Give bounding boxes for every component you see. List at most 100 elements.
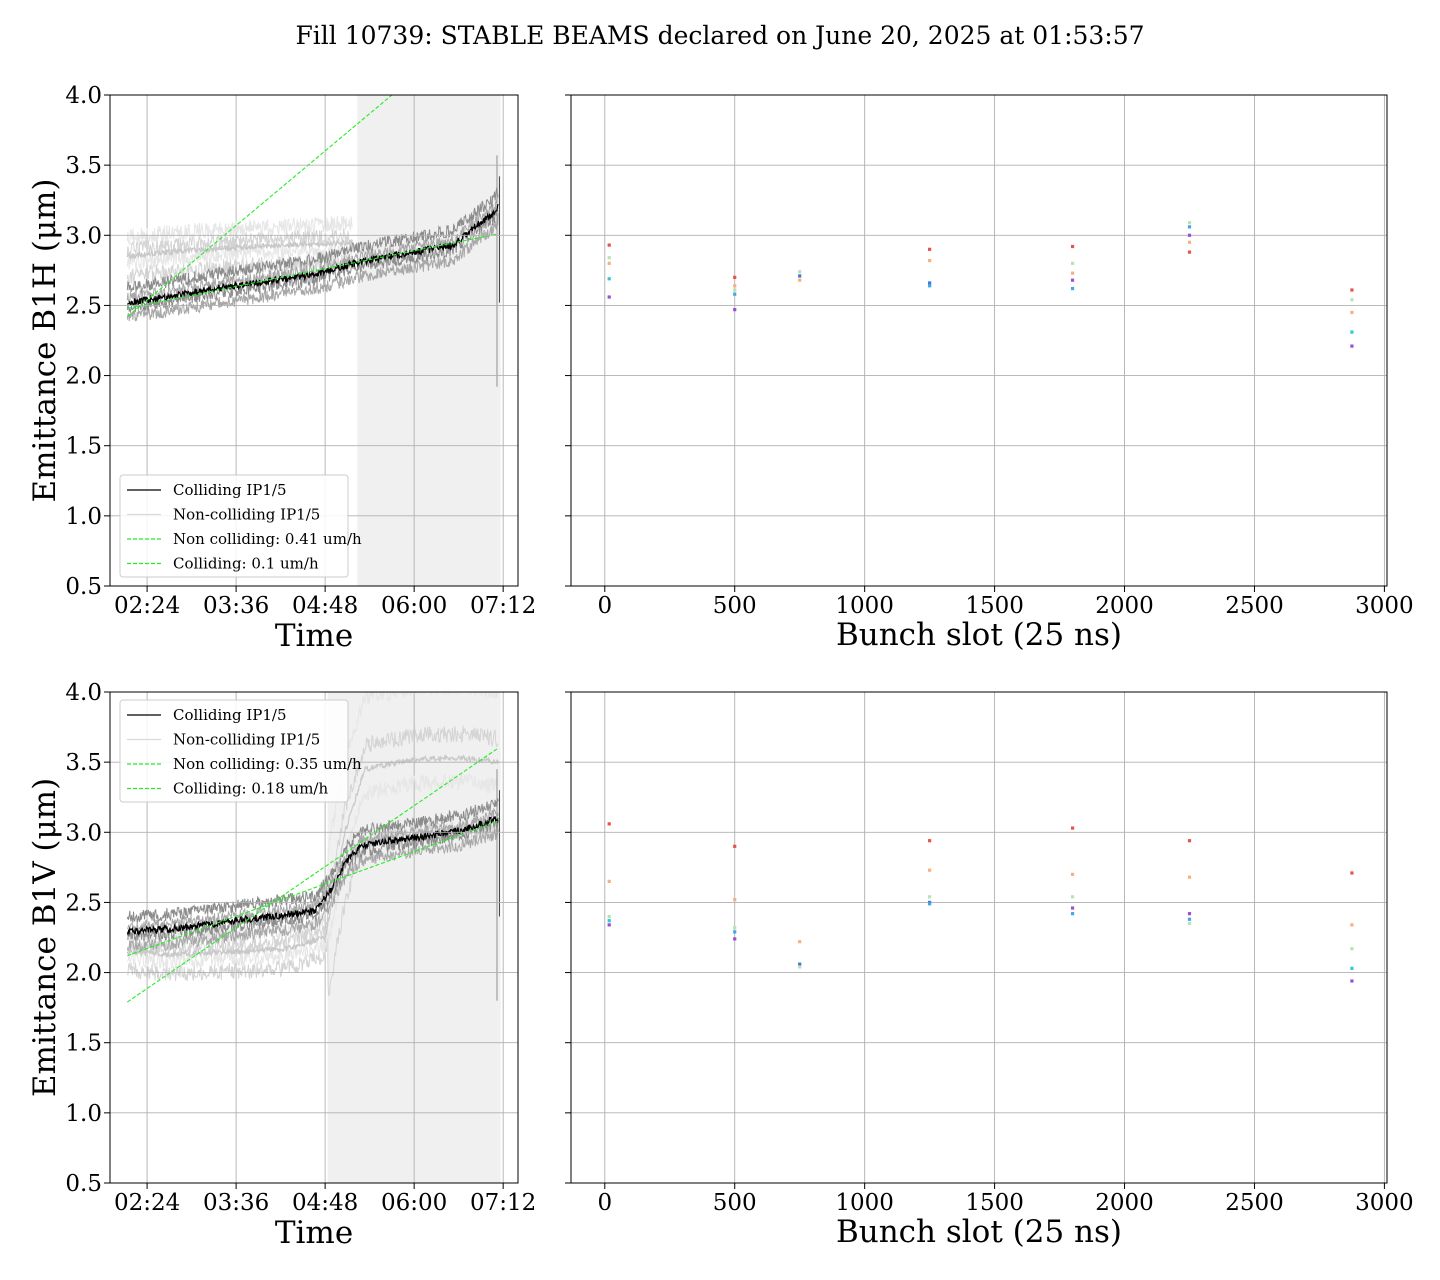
x-tick-label: 1500	[965, 1190, 1024, 1216]
fit-line	[126, 747, 499, 1003]
x-tick-label: 0	[597, 593, 612, 619]
bunch-point	[928, 281, 932, 285]
colliding-bunch-trace	[126, 187, 499, 293]
fit-line	[127, 233, 499, 309]
x-tick-label: 03:36	[203, 1190, 269, 1216]
figure-title: Fill 10739: STABLE BEAMS declared on Jun…	[295, 21, 1144, 50]
plot-area	[126, 95, 504, 586]
bunch-point	[1070, 872, 1075, 876]
bunch-point	[1350, 298, 1354, 302]
x-tick-label: 04:48	[292, 1190, 358, 1216]
bunch-point	[733, 275, 737, 279]
plot-frame	[109, 691, 519, 1184]
bunch-point	[733, 844, 737, 848]
y-axis-label: Emittance B1H (μm)	[27, 179, 63, 503]
x-tick-label: 1500	[965, 593, 1024, 619]
shaded-band	[357, 95, 501, 586]
fit-line	[126, 95, 393, 318]
bunch-point	[607, 923, 611, 927]
bunch-point	[1070, 906, 1075, 910]
legend-label: Colliding: 0.18 um/h	[173, 780, 328, 798]
bunch-point	[607, 914, 611, 919]
non-colliding-mean-line	[126, 239, 353, 261]
x-tick-label: 03:36	[203, 593, 269, 619]
bunch-point	[928, 258, 932, 263]
bunch-point	[1350, 966, 1354, 970]
bunch-point	[1070, 895, 1075, 899]
bunch-point	[733, 284, 737, 288]
x-axis-label: Time	[275, 618, 353, 654]
bunch-point	[1187, 240, 1192, 244]
bunch-point	[1350, 330, 1354, 334]
bunch-point	[928, 868, 932, 872]
bunch-point	[1187, 225, 1192, 229]
y-tick-label: 2.5	[65, 293, 102, 319]
x-tick-label: 06:00	[381, 1190, 447, 1216]
x-tick-label: 3000	[1355, 1190, 1414, 1216]
bunch-point	[798, 274, 802, 278]
y-axis-label: Emittance B1V (μm)	[27, 778, 63, 1097]
bunch-point	[1187, 233, 1192, 237]
bunch-point	[1070, 826, 1075, 830]
bunch-point	[1187, 875, 1192, 879]
bunch-point	[928, 839, 932, 843]
bunch-point	[733, 937, 737, 941]
bunch-point	[1187, 839, 1192, 843]
colliding-mean-line	[126, 816, 499, 937]
bunch-point	[607, 243, 611, 247]
bunch-point	[798, 962, 802, 966]
bunch-point	[1350, 947, 1354, 951]
bunch-point	[1350, 871, 1354, 875]
y-tick-label: 1.5	[65, 434, 102, 460]
bunch-point	[798, 940, 802, 944]
non-colliding-mean-line	[126, 753, 499, 959]
legend-box	[119, 699, 349, 803]
panel-b1v-bunch: 0 500 1000 1500 2000 2500 3000 Bunch slot (25 n…	[565, 691, 1414, 1250]
bunch-point	[733, 288, 737, 292]
x-tick-label: 2500	[1225, 593, 1284, 619]
bunch-point	[928, 895, 932, 899]
bunch-point	[1070, 271, 1075, 275]
y-tick-label: 1.0	[65, 1101, 102, 1127]
x-tick-label: 2500	[1225, 1190, 1284, 1216]
bunch-point	[1187, 221, 1192, 225]
bunch-point	[1350, 923, 1354, 927]
bunch-point	[798, 278, 802, 282]
plot-frame	[109, 94, 519, 587]
x-tick-label: 2000	[1095, 1190, 1154, 1216]
y-tick-label: 2.0	[65, 364, 102, 390]
panel-b1h-time: 0.5 1.0 1.5 2.0 2.5 3.0 3.5 4.0 02:24 03:36 04:48 0…	[27, 83, 536, 654]
bunch-point	[607, 822, 611, 826]
bunch-point	[607, 256, 611, 260]
bunch-point	[607, 295, 611, 299]
bunch-point	[1070, 286, 1075, 291]
bunch-point	[1350, 979, 1354, 983]
colliding-bunch-trace	[126, 206, 499, 314]
legend-box	[119, 474, 349, 578]
x-tick-label: 500	[713, 1190, 757, 1216]
x-tick-label: 1000	[835, 1190, 894, 1216]
x-tick-label: 1000	[835, 593, 894, 619]
colliding-bunch-trace	[126, 817, 499, 942]
bunch-point	[928, 284, 932, 288]
bunch-point	[1187, 250, 1192, 254]
legend-label: Colliding IP1/5	[173, 706, 287, 724]
bunch-point	[1187, 912, 1192, 916]
x-tick-label: 02:24	[114, 1190, 180, 1216]
y-tick-label: 3.0	[65, 820, 102, 846]
x-tick-label: 04:48	[292, 593, 358, 619]
x-tick-label: 07:12	[470, 1190, 536, 1216]
plot-area	[126, 692, 504, 1183]
panel-b1h-bunch: 0 500 1000 1500 2000 2500 3000 Bunch slot (25 n…	[565, 94, 1414, 653]
bunch-point	[1070, 261, 1075, 265]
legend-label: Non-colliding IP1/5	[173, 506, 320, 524]
legend-label: Colliding IP1/5	[173, 481, 287, 499]
y-tick-label: 1.5	[65, 1031, 102, 1057]
bunch-point	[733, 292, 737, 296]
bunch-point	[607, 919, 611, 923]
bunch-point	[733, 926, 737, 930]
y-tick-label: 0.5	[65, 574, 102, 600]
x-axis-label: Time	[275, 1215, 353, 1251]
x-tick-label: 07:12	[470, 593, 536, 619]
